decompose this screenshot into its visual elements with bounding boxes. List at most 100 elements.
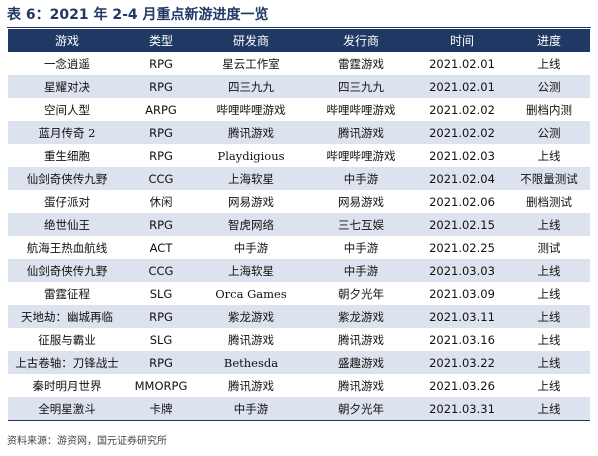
- cell-type: SLG: [149, 286, 173, 301]
- source-note: 资料来源：游资网，国元证券研究所: [7, 436, 167, 447]
- cell-developer: 网易游戏: [228, 194, 274, 209]
- cell-game: 天地劫：幽城再临: [8, 305, 126, 328]
- header-publisher: 发行商: [306, 29, 416, 52]
- cell-game: 上古卷轴：刀锋战士: [8, 351, 126, 374]
- cell-game: 星耀对决: [8, 75, 126, 98]
- cell-publisher: 哔哩哔哩游戏: [326, 148, 396, 163]
- cell-publisher: 腾讯游戏: [338, 378, 384, 393]
- cell-type: RPG: [126, 121, 196, 144]
- cell-developer: 腾讯游戏: [228, 332, 274, 347]
- cell-date: 2021.03.16: [429, 332, 495, 347]
- cell-type: RPG: [126, 213, 196, 236]
- cell-type: RPG: [149, 148, 173, 163]
- cell-progress: 上线: [537, 332, 561, 347]
- cell-progress: 上线: [508, 259, 590, 282]
- header-developer: 研发商: [196, 29, 306, 52]
- cell-progress: 删档内测: [526, 102, 572, 117]
- cell-progress: 上线: [508, 305, 590, 328]
- cell-date: 2021.03.09: [429, 286, 495, 301]
- cell-game: 仙剑奇侠传九野: [8, 167, 126, 190]
- cell-developer: 腾讯游戏: [228, 378, 274, 393]
- game-progress-table: 游戏 类型 研发商 发行商 时间 进度 一念逍遥 RPG 星云工作室 雷霆游戏 2021…: [8, 29, 590, 421]
- cell-progress: 不限量测试: [508, 167, 590, 190]
- cell-developer: Orca Games: [215, 286, 287, 301]
- table-row: 绝世仙王 RPG 智虎网络 三七互娱 2021.02.15 上线: [8, 213, 590, 236]
- cell-game: 仙剑奇侠传九野: [8, 259, 126, 282]
- table-body: 一念逍遥 RPG 星云工作室 雷霆游戏 2021.02.01 上线 星耀对决 RPG 四三九九四…: [8, 52, 590, 421]
- cell-publisher: 腾讯游戏: [306, 121, 416, 144]
- cell-type: ARPG: [145, 102, 177, 117]
- cell-publisher: 中手游: [306, 259, 416, 282]
- cell-publisher: 中手游: [306, 167, 416, 190]
- cell-game: 重生细胞: [44, 148, 90, 163]
- cell-game: 秦时明月世界: [32, 378, 102, 393]
- cell-game: 蓝月传奇 2: [8, 121, 126, 144]
- cell-developer: 腾讯游戏: [196, 121, 306, 144]
- cell-date: 2021.03.31: [416, 397, 508, 421]
- cell-game: 绝世仙王: [8, 213, 126, 236]
- cell-type: CCG: [126, 167, 196, 190]
- cell-developer: Playdigious: [217, 148, 285, 163]
- table-title: 表 6：2021 年 2-4 月重点新游进度一览: [7, 7, 269, 23]
- table-row: 全明星激斗 卡牌 中手游 朝夕光年 2021.03.31 上线: [8, 397, 590, 421]
- cell-type: SLG: [149, 332, 173, 347]
- cell-date: 2021.02.02: [429, 102, 495, 117]
- cell-publisher: 网易游戏: [338, 194, 384, 209]
- cell-date: 2021.02.02: [416, 121, 508, 144]
- table-row: 征服与霸业 SLG 腾讯游戏 腾讯游戏 2021.03.16 上线: [8, 328, 590, 351]
- cell-game: 一念逍遥: [44, 56, 90, 71]
- table-row: 上古卷轴：刀锋战士 RPG Bethesda 盛趣游戏 2021.03.22 上线: [8, 351, 590, 374]
- cell-game: 空间人型: [44, 102, 90, 117]
- cell-publisher: 朝夕光年: [338, 286, 384, 301]
- table-header-row: 游戏 类型 研发商 发行商 时间 进度: [8, 29, 590, 52]
- table-row: 蓝月传奇 2 RPG 腾讯游戏 腾讯游戏 2021.02.02 公测: [8, 121, 590, 144]
- cell-date: 2021.02.04: [416, 167, 508, 190]
- cell-type: RPG: [126, 75, 196, 98]
- cell-progress: 测试: [537, 240, 561, 255]
- cell-type: 休闲: [149, 194, 173, 209]
- table-row: 空间人型 ARPG 哔哩哔哩游戏 哔哩哔哩游戏 2021.02.02 删档内测: [8, 98, 590, 121]
- cell-publisher: 腾讯游戏: [338, 332, 384, 347]
- cell-developer: 上海软星: [196, 167, 306, 190]
- table-row: 重生细胞 RPG Playdigious 哔哩哔哩游戏 2021.02.03 上线: [8, 144, 590, 167]
- cell-type: MMORPG: [134, 378, 188, 393]
- cell-game: 航海王热血航线: [26, 240, 108, 255]
- cell-progress: 删档测试: [526, 194, 572, 209]
- cell-publisher: 雷霆游戏: [338, 56, 384, 71]
- cell-progress: 公测: [508, 121, 590, 144]
- cell-progress: 上线: [508, 397, 590, 421]
- cell-progress: 上线: [537, 378, 561, 393]
- cell-developer: 哔哩哔哩游戏: [216, 102, 286, 117]
- cell-date: 2021.03.26: [429, 378, 495, 393]
- cell-date: 2021.02.25: [429, 240, 495, 255]
- cell-publisher: 四三九九: [306, 75, 416, 98]
- cell-developer: 智虎网络: [196, 213, 306, 236]
- cell-publisher: 三七互娱: [306, 213, 416, 236]
- cell-publisher: 中手游: [343, 240, 379, 255]
- cell-developer: 上海软星: [196, 259, 306, 282]
- cell-publisher: 紫龙游戏: [306, 305, 416, 328]
- cell-type: CCG: [126, 259, 196, 282]
- cell-progress: 上线: [537, 56, 561, 71]
- cell-type: RPG: [126, 351, 196, 374]
- cell-game: 全明星激斗: [8, 397, 126, 421]
- cell-developer: 中手游: [196, 397, 306, 421]
- cell-progress: 上线: [508, 213, 590, 236]
- cell-date: 2021.03.22: [416, 351, 508, 374]
- table-row: 星耀对决 RPG 四三九九 四三九九 2021.02.01 公测: [8, 75, 590, 98]
- cell-type: RPG: [149, 56, 173, 71]
- table-row: 仙剑奇侠传九野 CCG 上海软星 中手游 2021.03.03 上线: [8, 259, 590, 282]
- table-row: 雷霆征程 SLG Orca Games 朝夕光年 2021.03.09 上线: [8, 282, 590, 305]
- cell-developer: 中手游: [233, 240, 269, 255]
- cell-progress: 上线: [537, 148, 561, 163]
- table-row: 仙剑奇侠传九野 CCG 上海软星 中手游 2021.02.04 不限量测试: [8, 167, 590, 190]
- cell-date: 2021.02.01: [416, 75, 508, 98]
- table-row: 蛋仔派对 休闲 网易游戏 网易游戏 2021.02.06 删档测试: [8, 190, 590, 213]
- cell-progress: 公测: [508, 75, 590, 98]
- cell-developer: 紫龙游戏: [196, 305, 306, 328]
- header-type: 类型: [126, 29, 196, 52]
- table-row: 天地劫：幽城再临 RPG 紫龙游戏 紫龙游戏 2021.03.11 上线: [8, 305, 590, 328]
- cell-date: 2021.02.06: [429, 194, 495, 209]
- table-row: 一念逍遥 RPG 星云工作室 雷霆游戏 2021.02.01 上线: [8, 52, 590, 75]
- cell-progress: 上线: [508, 351, 590, 374]
